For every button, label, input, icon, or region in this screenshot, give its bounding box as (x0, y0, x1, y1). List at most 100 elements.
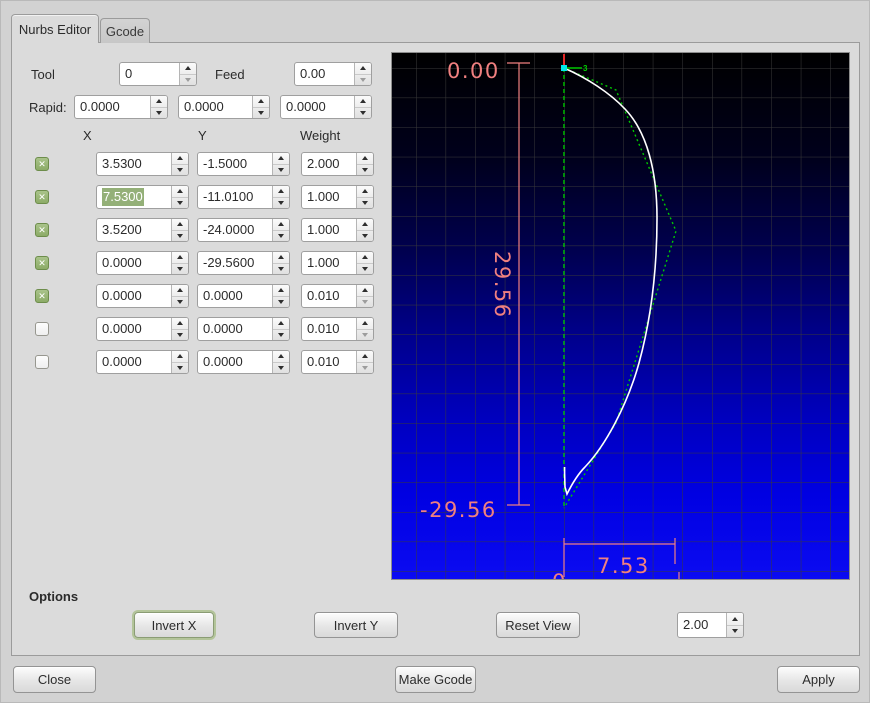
spin-down-button[interactable] (727, 624, 743, 638)
grid-size-spinbox[interactable]: 2.00 (677, 612, 744, 638)
spin-down-button[interactable] (172, 262, 188, 275)
spin-down-button[interactable] (357, 295, 373, 308)
spin-down-button[interactable] (180, 73, 196, 86)
point-x-spinbox[interactable]: 7.5300 (96, 185, 189, 209)
spin-up-button[interactable] (355, 63, 371, 74)
curve-preview-canvas[interactable]: 0.00 29.56 -29.56 7.53 0 3 (391, 52, 850, 580)
point-enabled-checkbox[interactable] (35, 157, 49, 171)
point-weight-spinbox[interactable]: 0.010 (301, 317, 374, 341)
spin-up-button[interactable] (273, 186, 289, 197)
point-y-spinbox[interactable]: 0.0000 (197, 350, 290, 374)
point-y-spinbox[interactable]: -24.0000 (197, 218, 290, 242)
tab-nurbs-editor[interactable]: Nurbs Editor (11, 14, 99, 43)
point-enabled-checkbox[interactable] (35, 223, 49, 237)
spin-down-button[interactable] (172, 196, 188, 209)
point-x-spinbox[interactable]: 0.0000 (96, 317, 189, 341)
spin-up-button[interactable] (357, 186, 373, 197)
spin-down-button[interactable] (172, 328, 188, 341)
spin-up-button[interactable] (273, 318, 289, 329)
reset-view-button[interactable]: Reset View (496, 612, 580, 638)
spin-up-button[interactable] (273, 351, 289, 362)
spin-down-button[interactable] (273, 229, 289, 242)
spin-up-button[interactable] (172, 219, 188, 230)
spin-down-button[interactable] (273, 328, 289, 341)
point-y-spinbox[interactable]: 0.0000 (197, 284, 290, 308)
spin-up-button[interactable] (172, 186, 188, 197)
spin-up-button[interactable] (357, 252, 373, 263)
spin-up-button[interactable] (172, 252, 188, 263)
tool-spinbox[interactable]: 0 (119, 62, 197, 86)
spin-down-button[interactable] (172, 361, 188, 374)
make-gcode-button[interactable]: Make Gcode (395, 666, 476, 693)
rapid-y-spinbox[interactable]: 0.0000 (178, 95, 270, 119)
rapid-x-spinbox[interactable]: 0.0000 (74, 95, 168, 119)
spin-down-button[interactable] (357, 262, 373, 275)
spin-down-button[interactable] (151, 106, 167, 119)
spin-up-button[interactable] (151, 96, 167, 107)
spin-up-button[interactable] (172, 318, 188, 329)
spin-down-button[interactable] (172, 295, 188, 308)
point-y-spinbox[interactable]: -11.0100 (197, 185, 290, 209)
spin-down-button[interactable] (273, 196, 289, 209)
spin-down-button[interactable] (172, 163, 188, 176)
point-y-spinbox[interactable]: 0.0000 (197, 317, 290, 341)
spin-up-button[interactable] (357, 318, 373, 329)
spin-up-button[interactable] (172, 153, 188, 164)
spin-down-button[interactable] (172, 229, 188, 242)
spin-up-button[interactable] (273, 219, 289, 230)
spin-up-button[interactable] (355, 96, 371, 107)
point-weight-spinbox[interactable]: 0.010 (301, 284, 374, 308)
point-enabled-checkbox[interactable] (35, 190, 49, 204)
spin-up-button[interactable] (357, 219, 373, 230)
tab-gcode[interactable]: Gcode (100, 18, 150, 43)
point-x-spinbox[interactable]: 0.0000 (96, 251, 189, 275)
point-x-spinbox[interactable]: 0.0000 (96, 284, 189, 308)
close-button[interactable]: Close (13, 666, 96, 693)
spin-down-button[interactable] (273, 361, 289, 374)
point-weight-value: 0.010 (307, 288, 340, 303)
spin-down-button[interactable] (357, 361, 373, 374)
point-y-spinbox[interactable]: -29.5600 (197, 251, 290, 275)
point-weight-spinbox[interactable]: 2.000 (301, 152, 374, 176)
spin-down-button[interactable] (355, 73, 371, 86)
apply-button[interactable]: Apply (777, 666, 860, 693)
spin-down-button[interactable] (273, 262, 289, 275)
invert-y-button[interactable]: Invert Y (314, 612, 398, 638)
spin-up-button[interactable] (172, 285, 188, 296)
point-x-spinbox[interactable]: 0.0000 (96, 350, 189, 374)
spin-up-button[interactable] (180, 63, 196, 74)
feed-spinbox[interactable]: 0.00 (294, 62, 372, 86)
point-enabled-checkbox[interactable] (35, 289, 49, 303)
spin-up-button[interactable] (273, 285, 289, 296)
spin-down-button[interactable] (357, 196, 373, 209)
spin-up-button[interactable] (273, 153, 289, 164)
point-x-spinbox[interactable]: 3.5200 (96, 218, 189, 242)
close-label: Close (37, 672, 72, 687)
spin-up-button[interactable] (172, 351, 188, 362)
spin-up-button[interactable] (273, 252, 289, 263)
point-weight-spinbox[interactable]: 1.000 (301, 251, 374, 275)
spin-down-button[interactable] (355, 106, 371, 119)
point-y-spinbox[interactable]: -1.5000 (197, 152, 290, 176)
spin-down-button[interactable] (273, 295, 289, 308)
spin-up-button[interactable] (357, 285, 373, 296)
point-enabled-checkbox[interactable] (35, 355, 49, 369)
spin-down-button[interactable] (357, 229, 373, 242)
spin-down-button[interactable] (357, 163, 373, 176)
spin-down-button[interactable] (357, 328, 373, 341)
spin-down-button[interactable] (253, 106, 269, 119)
point-weight-spinbox[interactable]: 1.000 (301, 185, 374, 209)
spin-up-button[interactable] (357, 351, 373, 362)
point-x-spinbox[interactable]: 3.5300 (96, 152, 189, 176)
spin-up-button[interactable] (357, 153, 373, 164)
point-enabled-checkbox[interactable] (35, 322, 49, 336)
spin-down-button[interactable] (273, 163, 289, 176)
spin-up-button[interactable] (727, 613, 743, 625)
point-weight-spinbox[interactable]: 0.010 (301, 350, 374, 374)
point-weight-spinbox[interactable]: 1.000 (301, 218, 374, 242)
invert-x-button[interactable]: Invert X (134, 612, 214, 638)
point-enabled-checkbox[interactable] (35, 256, 49, 270)
grid-size-value: 2.00 (683, 617, 709, 632)
spin-up-button[interactable] (253, 96, 269, 107)
rapid-z-spinbox[interactable]: 0.0000 (280, 95, 372, 119)
